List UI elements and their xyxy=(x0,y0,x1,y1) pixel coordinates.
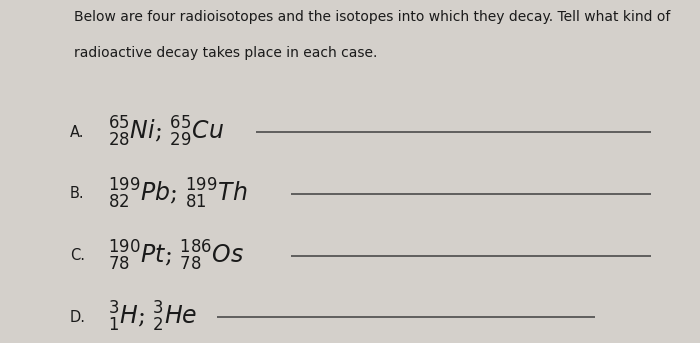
Text: $^{3}_{1}\mathit{H}$; $^{3}_{2}\mathit{He}$: $^{3}_{1}\mathit{H}$; $^{3}_{2}\mathit{H… xyxy=(108,300,198,334)
Text: A.: A. xyxy=(70,125,85,140)
Text: radioactive decay takes place in each case.: radioactive decay takes place in each ca… xyxy=(74,46,377,60)
Text: D.: D. xyxy=(70,310,86,325)
Text: C.: C. xyxy=(70,248,85,263)
Text: B.: B. xyxy=(70,186,85,201)
Text: Below are four radioisotopes and the isotopes into which they decay. Tell what k: Below are four radioisotopes and the iso… xyxy=(74,10,670,24)
Text: $^{199}_{82}\mathit{Pb}$; $^{199}_{81}\mathit{Th}$: $^{199}_{82}\mathit{Pb}$; $^{199}_{81}\m… xyxy=(108,177,248,211)
Text: $^{190}_{78}\mathit{Pt}$; $^{186}_{78}\mathit{Os}$: $^{190}_{78}\mathit{Pt}$; $^{186}_{78}\m… xyxy=(108,238,245,273)
Text: $^{65}_{28}\mathit{Ni}$; $^{65}_{29}\mathit{Cu}$: $^{65}_{28}\mathit{Ni}$; $^{65}_{29}\mat… xyxy=(108,115,225,149)
